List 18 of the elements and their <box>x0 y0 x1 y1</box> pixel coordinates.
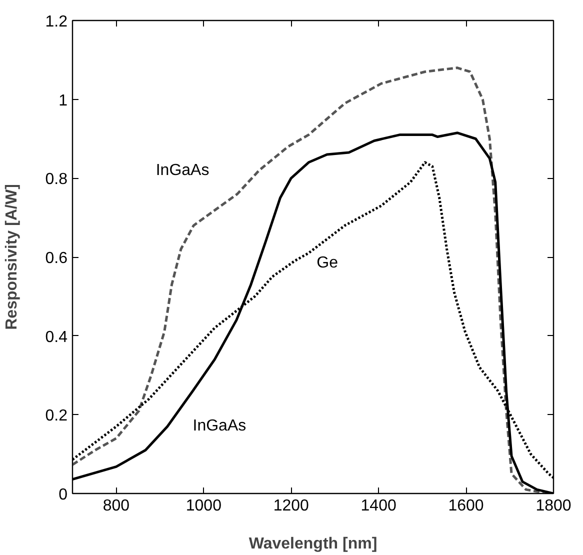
y-tick-label: 1 <box>58 92 68 110</box>
x-tick-label: 1600 <box>448 498 484 514</box>
y-tick-label: 0.2 <box>45 408 68 425</box>
x-tick-label: 800 <box>102 498 130 514</box>
y-tick-label: 1.2 <box>45 14 68 30</box>
series-label: Ge <box>316 254 338 272</box>
x-tick-label: 1800 <box>536 498 572 514</box>
series-label: InGaAs <box>156 162 210 179</box>
y-tick-label: 0.4 <box>45 328 68 346</box>
x-tick-label: 1000 <box>186 498 222 514</box>
y-tick-label: 0.6 <box>45 250 68 267</box>
y-axis-title: Responsivity [A/W] <box>3 184 20 330</box>
x-axis-title: Wavelength [nm] <box>248 536 378 552</box>
y-tick-label: 0 <box>58 486 68 504</box>
x-tick-label: 1400 <box>360 498 396 514</box>
series-label: InGaAs <box>192 418 246 435</box>
x-tick-label: 1200 <box>273 498 310 514</box>
y-tick-label: 0.8 <box>45 171 68 188</box>
